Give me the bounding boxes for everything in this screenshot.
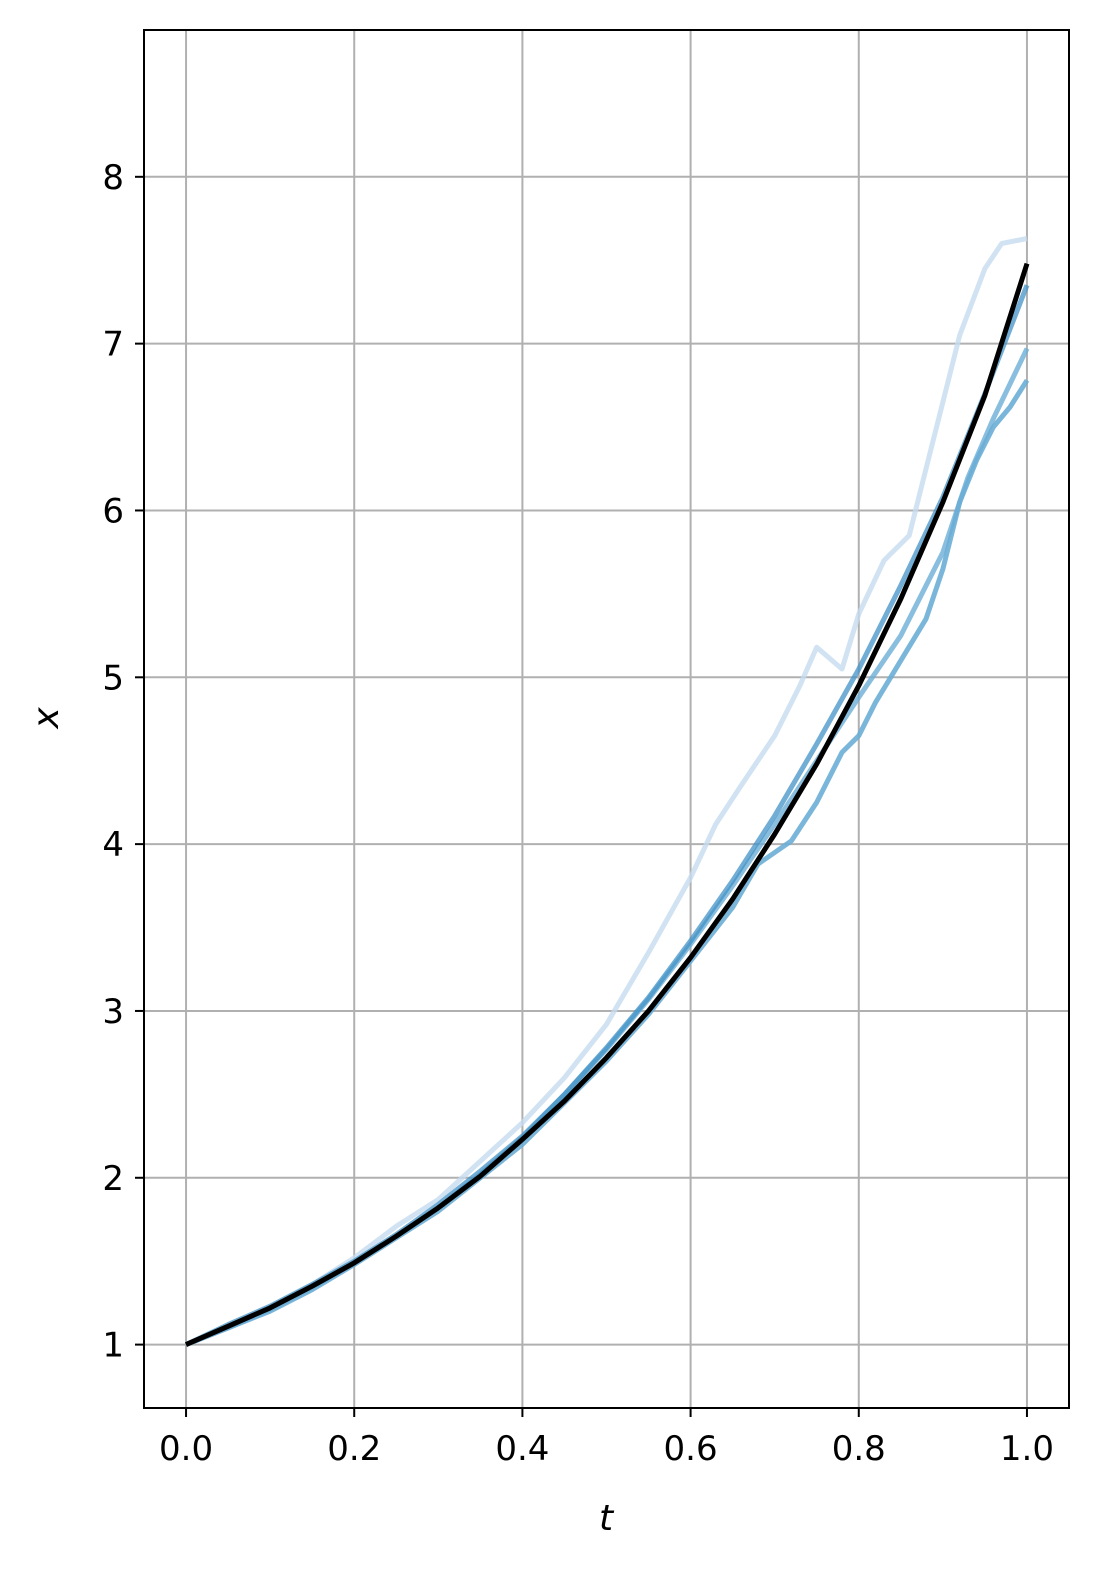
x-tick-label: 0.6 [664, 1429, 718, 1469]
y-axis-ticks: 1 2 3 4 5 6 7 8 [102, 158, 144, 1366]
x-tick-label: 0.8 [832, 1429, 886, 1469]
x-tick-label: 0.0 [159, 1429, 213, 1469]
x-axis-ticks: 0.0 0.2 0.4 0.6 0.8 1.0 [159, 1408, 1054, 1469]
x-tick-label: 0.4 [495, 1429, 549, 1469]
x-axis-label: t [599, 1498, 615, 1539]
y-tick-label: 5 [102, 658, 124, 698]
y-tick-label: 2 [102, 1159, 124, 1199]
plot-frame [143, 29, 1070, 1409]
mean-line [185, 262, 1030, 1347]
y-tick-label: 8 [102, 158, 124, 198]
y-tick-label: 7 [102, 325, 124, 365]
x-tick-label: 1.0 [1000, 1429, 1054, 1469]
y-tick-label: 6 [102, 491, 124, 531]
y-tick-label: 3 [102, 992, 124, 1032]
y-tick-label: 1 [102, 1326, 124, 1366]
sample-path-line-1 [185, 236, 1028, 1347]
series-lines [184, 236, 1030, 1347]
y-tick-label: 4 [102, 825, 124, 865]
x-tick-label: 0.2 [327, 1429, 381, 1469]
y-axis-label: x [26, 707, 67, 730]
grid-lines [144, 30, 1069, 1408]
